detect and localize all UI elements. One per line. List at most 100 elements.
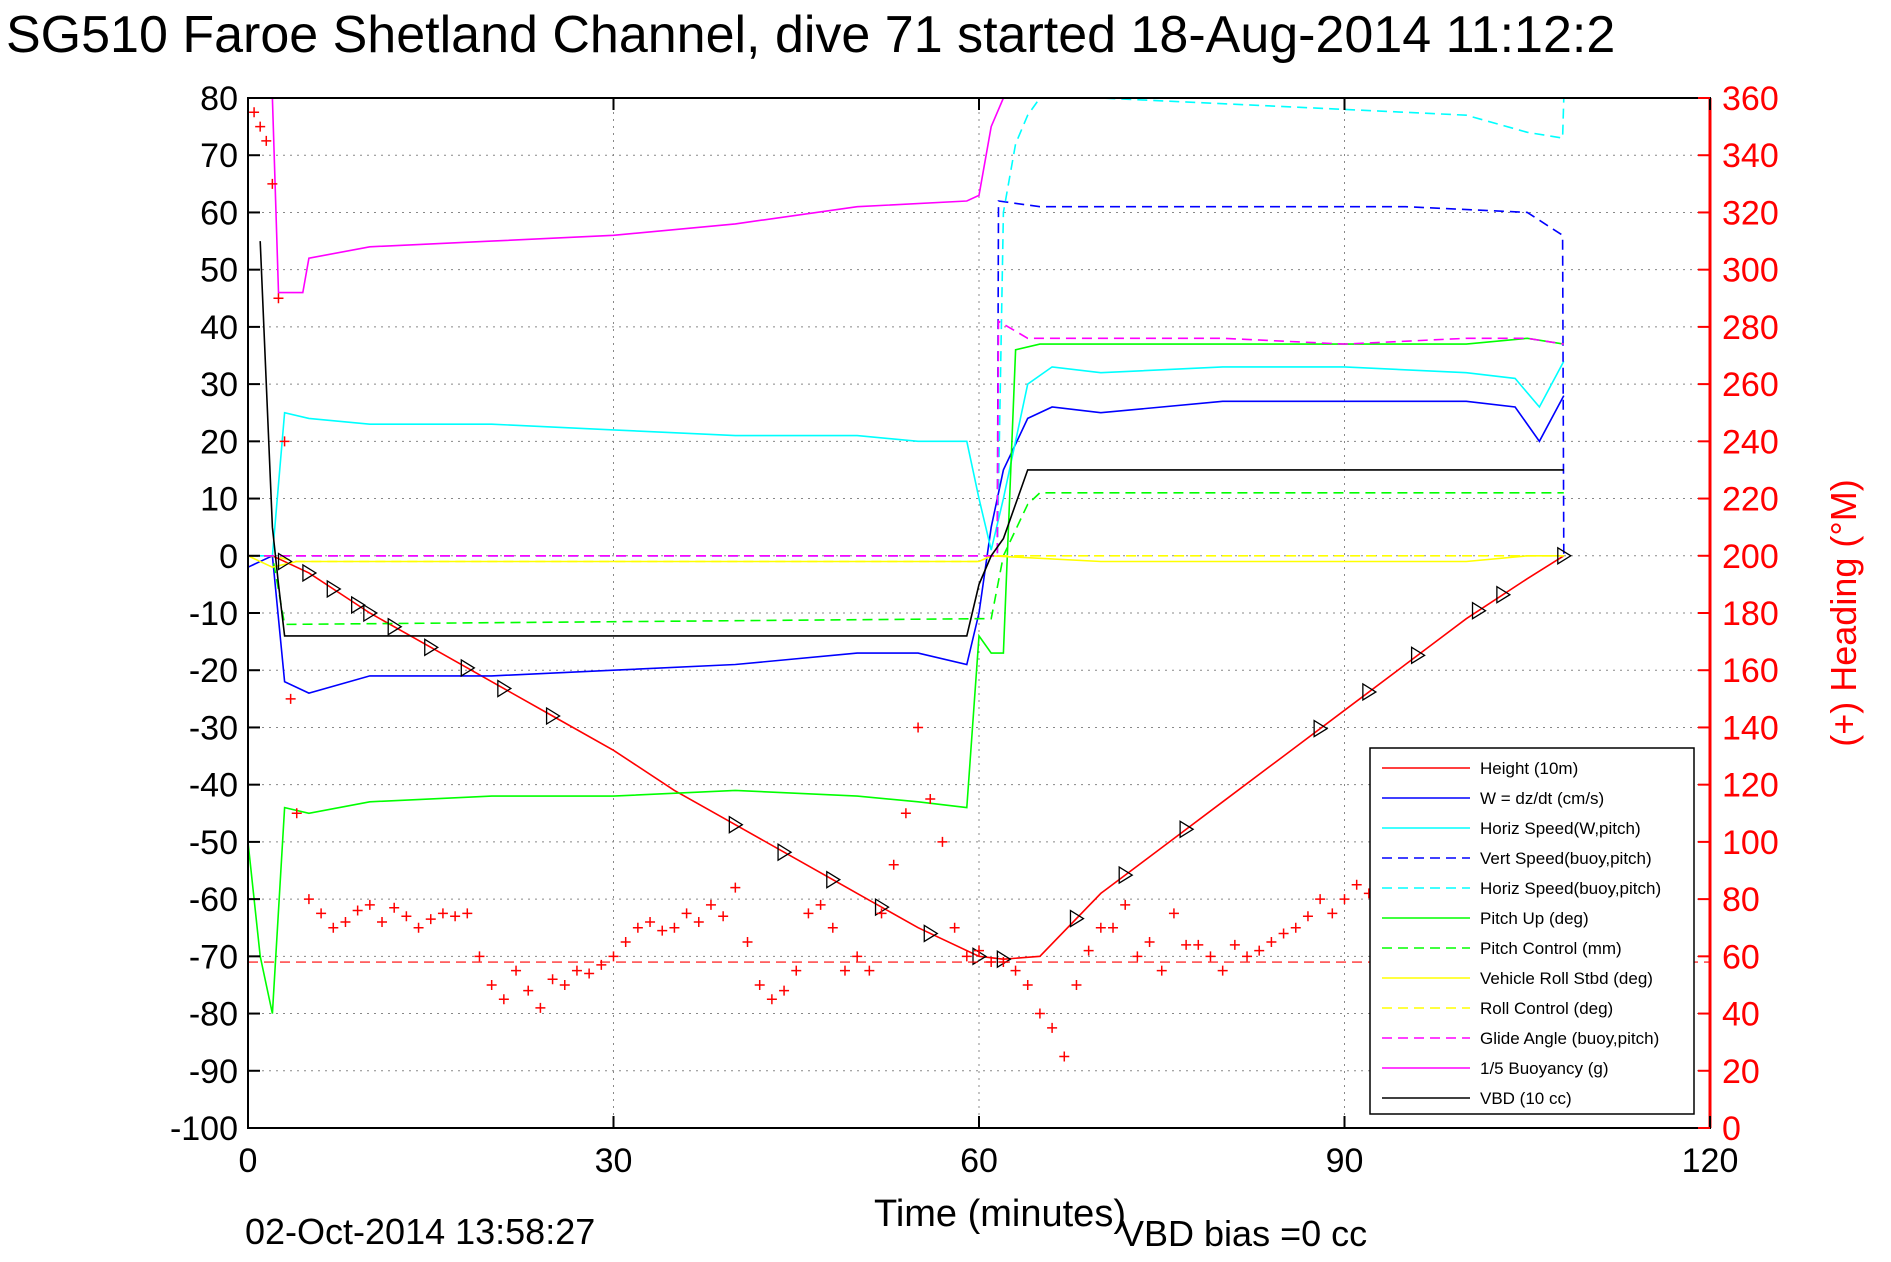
y-tick-label: 30 — [200, 366, 238, 404]
heading-marker — [1351, 879, 1362, 890]
series-line-3 — [248, 200, 1565, 557]
dive-marker — [1410, 646, 1426, 665]
dive-marker — [351, 595, 366, 615]
series-line-11 — [259, 241, 1564, 637]
heading-marker — [632, 922, 643, 933]
legend-label: Horiz Speed(buoy,pitch) — [1480, 879, 1661, 898]
y-right-tick-label: 120 — [1722, 767, 1779, 805]
dive-marker — [826, 870, 842, 889]
heading-marker — [303, 894, 314, 905]
heading-marker — [291, 808, 302, 819]
legend-label: 1/5 Buoyancy (g) — [1480, 1059, 1609, 1078]
dive-marker — [387, 617, 403, 636]
dive-marker — [1118, 865, 1134, 885]
heading-marker — [1327, 908, 1338, 919]
heading-marker — [1242, 951, 1253, 962]
y-right-tick-label: 0 — [1722, 1110, 1741, 1148]
heading-marker — [462, 908, 473, 919]
y-tick-label: 60 — [200, 194, 238, 232]
x-tick-label: 90 — [1326, 1142, 1364, 1180]
legend-box — [1369, 747, 1695, 1115]
heading-marker — [937, 836, 948, 847]
heading-marker — [657, 925, 668, 936]
y-tick-label: 70 — [200, 137, 238, 175]
y-right-tick-label: 100 — [1722, 824, 1779, 862]
heading-marker — [1047, 1022, 1058, 1033]
heading-marker — [864, 965, 875, 976]
y-right-tick-label: 20 — [1722, 1053, 1760, 1091]
heading-marker — [803, 908, 814, 919]
dive-marker — [363, 603, 379, 623]
axis-ticks: 0 30 60 90 12080706050403020100-10-20-30-40-… — [170, 80, 1779, 1180]
series-line-1 — [248, 395, 1565, 694]
y-right-axis-label: (+) Heading (°M) — [1823, 479, 1864, 746]
heading-marker — [900, 808, 911, 819]
y-tick-label: -60 — [189, 881, 238, 919]
heading-marker — [547, 974, 558, 985]
heading-marker — [1229, 939, 1240, 950]
y-right-tick-label: 200 — [1722, 538, 1779, 576]
y-tick-label: 50 — [200, 252, 238, 290]
legend-label: VBD (10 cc) — [1480, 1089, 1572, 1108]
heading-marker — [364, 899, 375, 910]
y-tick-label: -100 — [170, 1110, 238, 1148]
y-tick-label: -50 — [189, 824, 238, 862]
heading-marker — [389, 902, 400, 913]
heading-marker — [949, 922, 960, 933]
y-tick-label: -10 — [189, 595, 238, 633]
dive-marker — [1471, 601, 1487, 620]
chart-title: SG510 Faroe Shetland Channel, dive 71 st… — [6, 6, 1615, 64]
series-line-8 — [248, 554, 1564, 563]
heading-marker — [852, 951, 863, 962]
heading-marker — [1120, 899, 1131, 910]
series-layer — [248, 98, 1573, 1014]
heading-marker — [1290, 922, 1301, 933]
y-right-tick-label: 300 — [1722, 252, 1779, 290]
y-right-tick-label: 180 — [1722, 595, 1779, 633]
heading-marker — [1205, 951, 1216, 962]
heading-marker — [1254, 945, 1265, 956]
legend-label: Height (10m) — [1480, 759, 1578, 778]
y-tick-label: 10 — [200, 481, 238, 519]
y-tick-label: -30 — [189, 709, 238, 747]
heading-marker — [1132, 951, 1143, 962]
heading-marker — [693, 917, 704, 927]
x-tick-label: 30 — [595, 1142, 633, 1180]
y-right-tick-label: 280 — [1722, 309, 1779, 347]
heading-marker — [1071, 979, 1082, 990]
heading-marker — [267, 178, 278, 189]
legend-label: Roll Control (deg) — [1480, 999, 1613, 1018]
heading-marker — [1034, 1008, 1045, 1019]
heading-marker — [437, 908, 448, 919]
legend: Height (10m) W = dz/dt (cm/s) Horiz Speed(… — [1369, 747, 1695, 1115]
series-line-5 — [248, 337, 1564, 1014]
x-tick-label: 0 — [239, 1142, 258, 1180]
heading-marker — [1022, 979, 1033, 990]
y-tick-label: -70 — [189, 938, 238, 976]
heading-marker — [486, 979, 497, 990]
heading-marker — [535, 1002, 546, 1013]
heading-marker — [377, 917, 388, 927]
y-right-tick-label: 260 — [1722, 366, 1779, 404]
y-tick-label: -40 — [189, 767, 238, 805]
dive-marker — [302, 563, 318, 583]
heading-marker — [1315, 894, 1326, 905]
heading-marker — [559, 979, 570, 990]
heading-marker — [1193, 939, 1204, 950]
y-tick-label: 40 — [200, 309, 238, 347]
series-line-6 — [248, 491, 1564, 626]
heading-marker — [925, 793, 936, 804]
dive-marker — [1179, 820, 1195, 839]
x-tick-label: 120 — [1682, 1142, 1739, 1180]
heading-marker — [425, 914, 436, 925]
heading-marker — [523, 985, 534, 996]
y-right-tick-label: 320 — [1722, 194, 1779, 232]
y-right-tick-label: 340 — [1722, 137, 1779, 175]
heading-marker — [1095, 922, 1106, 933]
heading-marker — [596, 959, 607, 970]
heading-marker — [839, 965, 850, 976]
heading-marker — [261, 135, 272, 146]
dive-marker — [1557, 546, 1573, 565]
dive-marker — [1069, 909, 1085, 928]
